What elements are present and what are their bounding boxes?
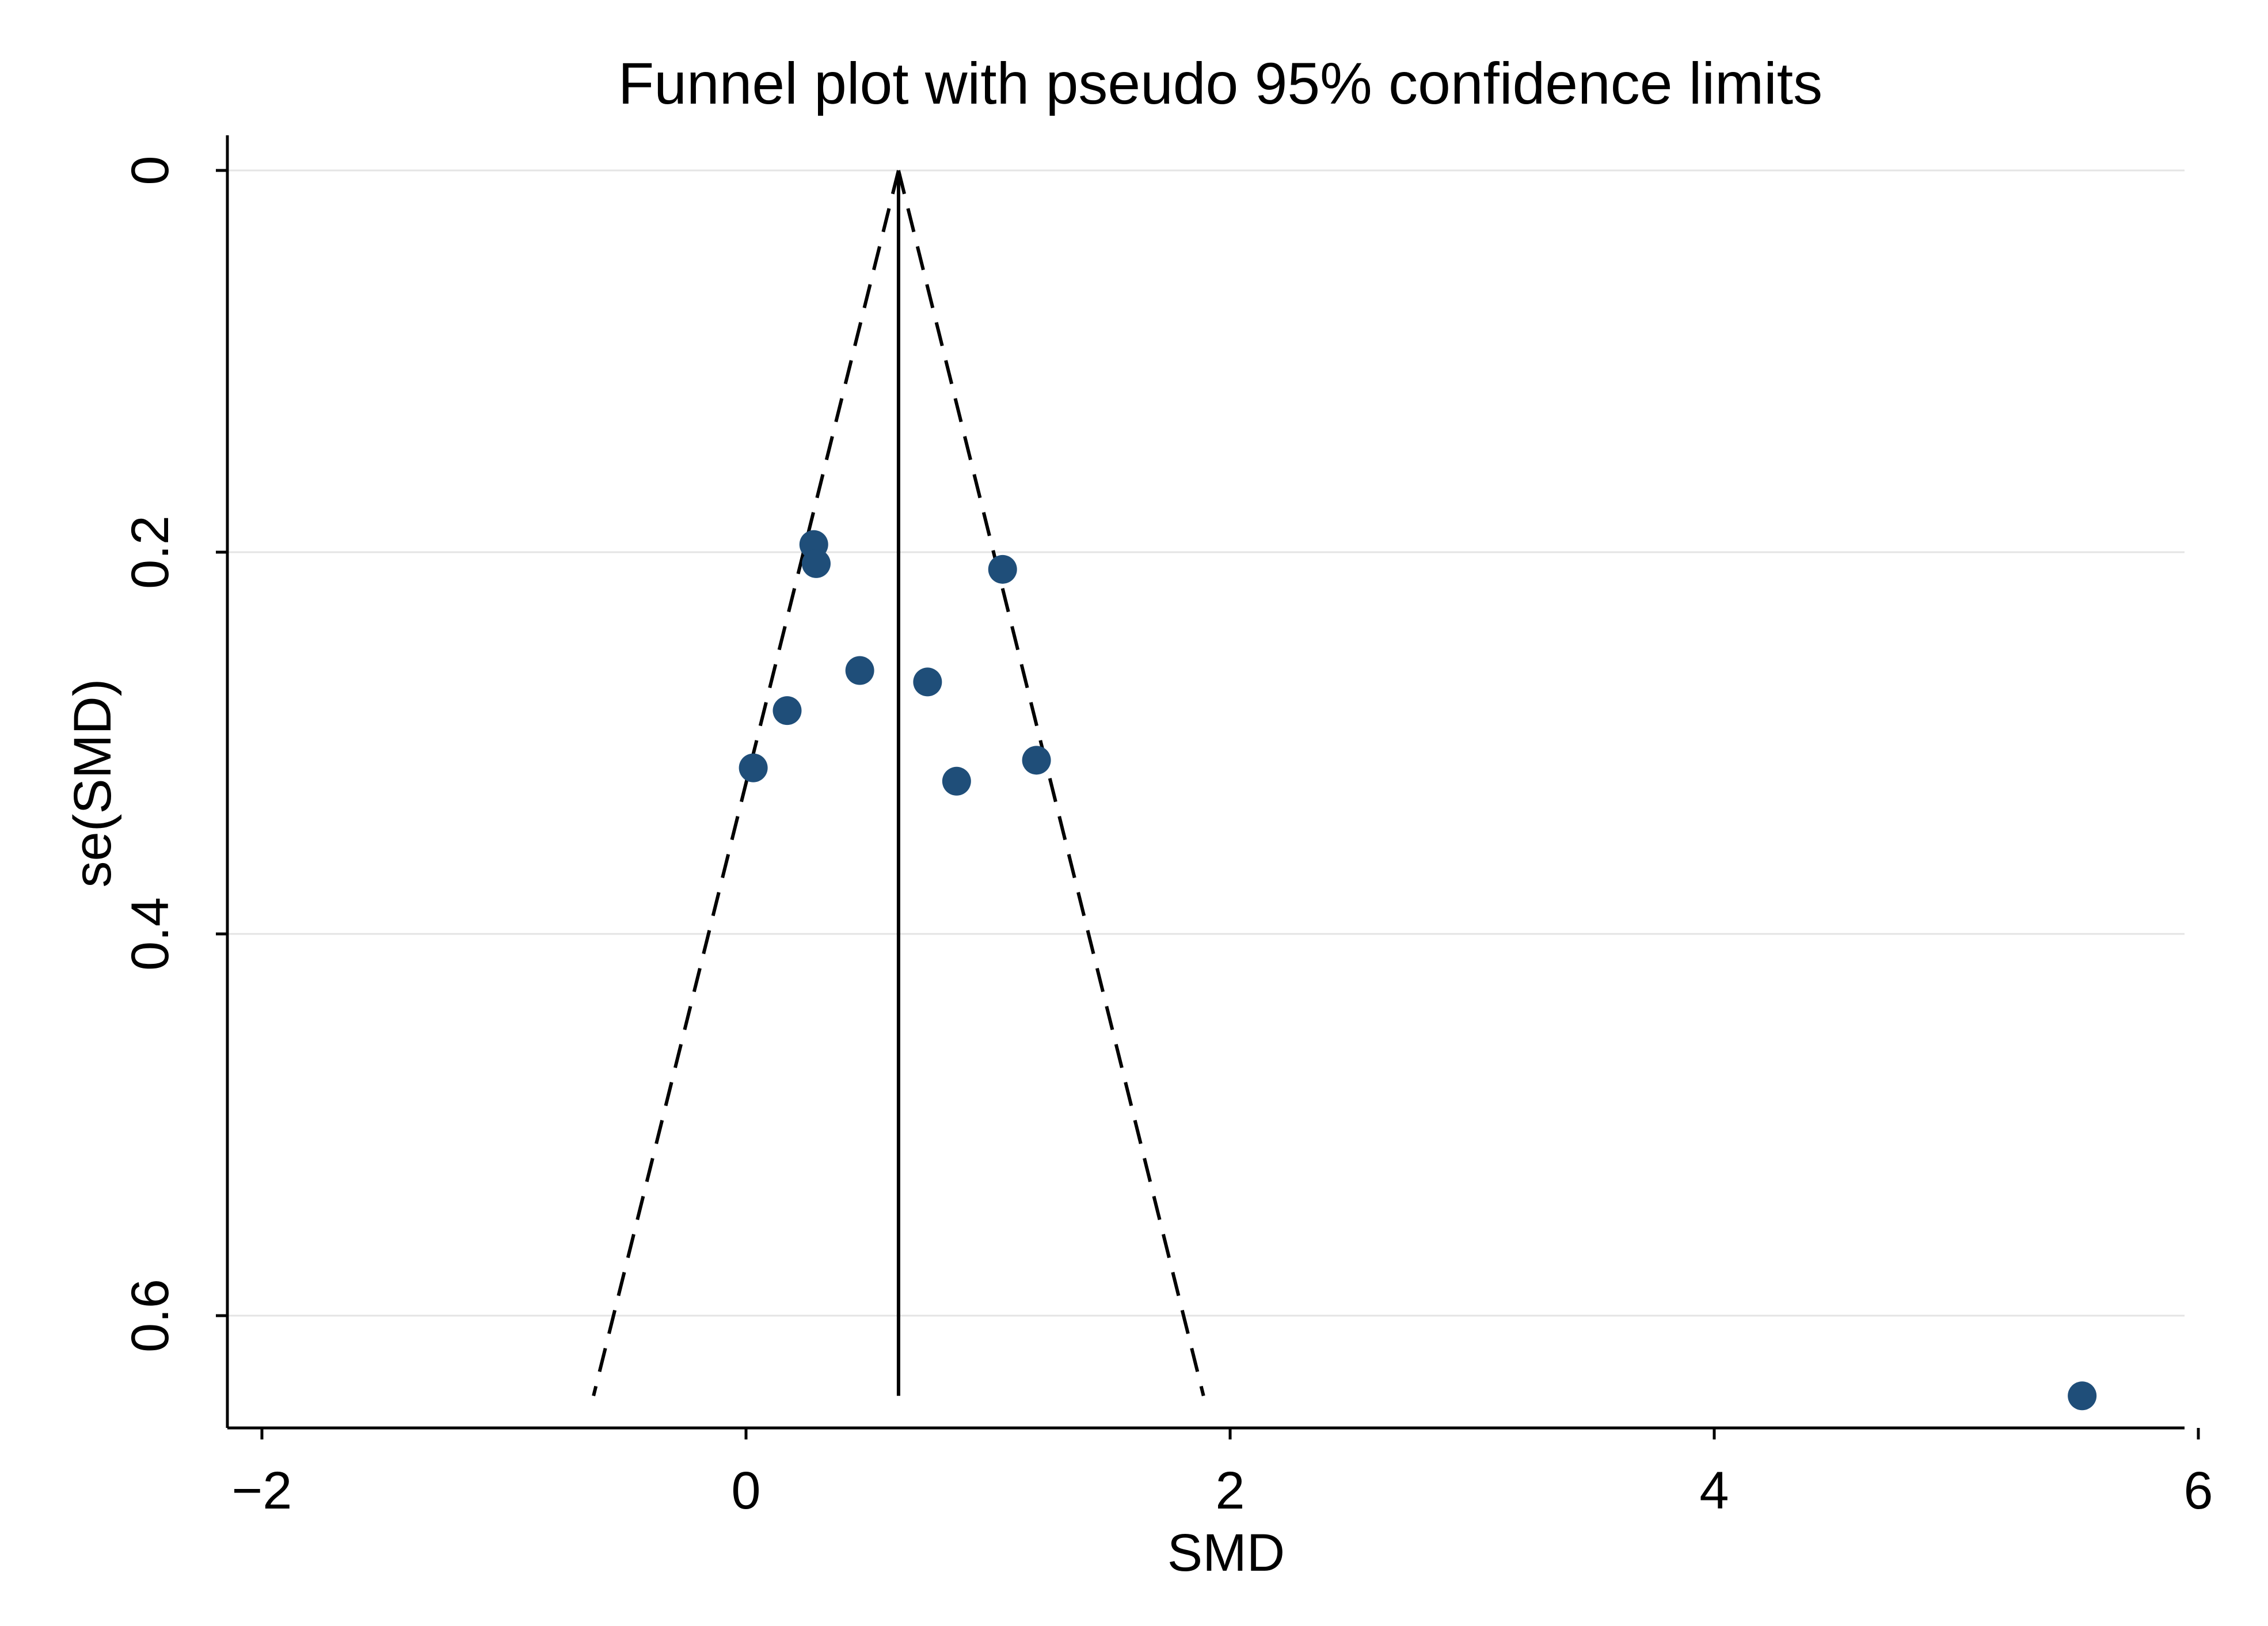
x-tick-label: 2 bbox=[1215, 1461, 1245, 1520]
data-point bbox=[773, 696, 802, 725]
x-axis-label: SMD bbox=[1167, 1524, 1285, 1582]
chart-title: Funnel plot with pseudo 95% confidence l… bbox=[618, 51, 1822, 116]
data-point bbox=[942, 766, 971, 796]
data-point bbox=[2068, 1381, 2097, 1411]
y-tick-label: 0.2 bbox=[121, 515, 180, 589]
y-tick-label: 0 bbox=[121, 155, 180, 185]
x-tick-label: −2 bbox=[232, 1461, 292, 1520]
y-tick-label: 0.6 bbox=[121, 1279, 180, 1353]
data-point bbox=[739, 753, 768, 782]
x-tick-label: 0 bbox=[731, 1461, 760, 1520]
data-point bbox=[1022, 746, 1051, 775]
x-tick-label: 4 bbox=[1699, 1461, 1729, 1520]
x-ticks-layer: −2 0 2 4 6 bbox=[232, 1428, 2213, 1520]
points-layer bbox=[739, 530, 2097, 1411]
upper-confidence-limit bbox=[897, 170, 1205, 1396]
y-tick-label: 0.4 bbox=[121, 897, 180, 971]
funnel-layer bbox=[592, 170, 1205, 1396]
data-point bbox=[845, 656, 874, 685]
x-tick-label: 6 bbox=[2183, 1461, 2213, 1520]
y-ticks-layer: 0 0.2 0.4 0.6 bbox=[121, 155, 227, 1353]
y-axis-label: se(SMD) bbox=[63, 679, 122, 888]
grid-layer bbox=[227, 169, 2185, 1317]
data-point bbox=[913, 667, 942, 697]
data-point bbox=[988, 554, 1017, 584]
data-point bbox=[801, 549, 831, 578]
lower-confidence-limit bbox=[592, 170, 900, 1396]
